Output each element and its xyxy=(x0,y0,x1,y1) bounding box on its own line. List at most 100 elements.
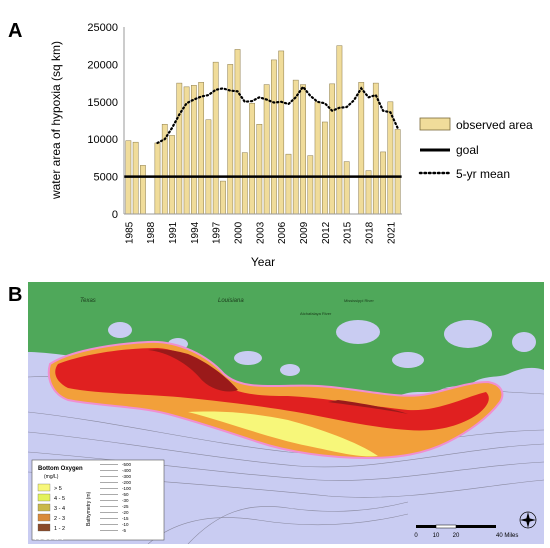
x-tick-label: 2006 xyxy=(277,221,288,244)
legend-oxygen-units: (mg/L) xyxy=(44,474,59,480)
x-tick-label: 1997 xyxy=(212,221,223,244)
bar-1999 xyxy=(227,64,234,215)
bar-1991 xyxy=(169,135,175,215)
five-yr-mean-line xyxy=(156,85,399,145)
x-tick-label: 1988 xyxy=(146,221,157,244)
map-scale-bar: 0 10 20 40 Miles xyxy=(414,524,518,539)
oxygen-swatch xyxy=(37,483,51,492)
hypoxia-zone-severe xyxy=(148,349,408,414)
x-tick-label: 1991 xyxy=(168,221,179,244)
bathymetry-label: -200 xyxy=(122,480,132,485)
legend-swatch-observed xyxy=(419,117,451,131)
bathymetry-label: -10 xyxy=(122,522,129,527)
y-axis-label: water area of hypoxia (sq km) xyxy=(49,41,63,200)
bar-1994 xyxy=(190,85,197,215)
bar-2006 xyxy=(278,50,285,215)
oxygen-swatch xyxy=(37,503,51,512)
map-svg: Texas Louisiana Mississippi River Atchaf… xyxy=(28,282,544,544)
bar-1998 xyxy=(220,180,226,215)
oxygen-class-label: 3 - 4 xyxy=(54,506,65,512)
map-place-atchafalaya: Atchafalaya River xyxy=(300,311,332,316)
bar-2015 xyxy=(343,161,350,215)
bar-2001 xyxy=(241,152,248,215)
panel-a-label: A xyxy=(8,20,23,42)
x-tick-label: 2003 xyxy=(255,221,266,244)
oxygen-class-label: > 5 xyxy=(54,486,62,492)
oxygen-class-label: 4 - 5 xyxy=(54,496,65,502)
legend-bathymetry-title: Bathymetry (m) xyxy=(86,491,92,526)
scale-tick-label: 40 Miles xyxy=(496,533,518,539)
y-tick-label: 25000 xyxy=(87,22,118,34)
bar-2005 xyxy=(271,59,277,215)
coastal-lakes xyxy=(108,320,536,376)
bar-2013 xyxy=(329,83,336,215)
bar-2010 xyxy=(307,155,314,215)
bar-1989 xyxy=(154,142,161,215)
bar-2011 xyxy=(314,101,321,215)
bar-2019 xyxy=(372,82,379,215)
y-tick-label: 15000 xyxy=(87,97,118,109)
x-tick-label: 2009 xyxy=(299,221,310,244)
bar-1996 xyxy=(205,119,212,215)
legend-oxygen-title: Bottom Oxygen xyxy=(38,466,83,472)
map-place-louisiana: Louisiana xyxy=(218,298,244,304)
scale-tick-label: 20 xyxy=(453,533,460,539)
x-axis-label: Year xyxy=(251,255,275,269)
north-arrow-icon xyxy=(519,511,537,529)
bar-2012 xyxy=(321,121,328,215)
map-legend-box xyxy=(31,459,165,541)
bar-2004 xyxy=(263,84,270,215)
oxygen-class-label: 2 - 3 xyxy=(54,516,65,522)
legend-label-mean: 5-yr mean xyxy=(456,167,510,181)
hypoxia-map: Texas Louisiana Mississippi River Atchaf… xyxy=(28,282,544,544)
y-tick-label: 5000 xyxy=(94,172,118,184)
legend-label-goal: goal xyxy=(456,143,479,157)
x-tick-label: 2015 xyxy=(343,221,354,244)
bar-1986 xyxy=(132,141,139,215)
map-place-texas: Texas xyxy=(80,298,96,304)
bathymetry-label: -100 xyxy=(122,486,132,491)
low-oxygen-zone-yellow xyxy=(188,411,378,457)
x-tick-label: 2021 xyxy=(386,221,397,244)
bathymetry-label: -300 xyxy=(122,474,132,479)
bar-2014 xyxy=(336,45,343,215)
panel-b-label: B xyxy=(8,284,23,306)
hypoxia-bar-chart: 0 5000 10000 15000 20000 25000 1985 1988 1991 19… xyxy=(49,22,533,269)
bar-1992 xyxy=(176,82,183,215)
map-place-mississippi: Mississippi River xyxy=(344,298,374,303)
bathymetry-label: -20 xyxy=(122,510,129,515)
bar-2007 xyxy=(285,153,292,215)
bar-2022 xyxy=(394,129,401,215)
bathymetry-label: -5 xyxy=(122,528,126,533)
bar-1987 xyxy=(140,165,146,215)
bar-1995 xyxy=(198,82,205,215)
land-coast xyxy=(28,282,544,404)
bar-2017 xyxy=(358,82,365,215)
bathymetry-label: -500 xyxy=(122,462,132,467)
chart-legend: observed area goal 5-yr mean xyxy=(418,117,533,181)
bar-1997 xyxy=(212,61,219,215)
hypoxia-zone-core xyxy=(55,348,489,431)
scale-tick-label: 10 xyxy=(433,533,440,539)
oxygen-swatch xyxy=(37,523,51,532)
y-tick-label: 10000 xyxy=(87,134,118,146)
x-tick-label: 2000 xyxy=(234,221,245,244)
scale-tick-label: 0 xyxy=(414,533,418,539)
x-tick-label: 2018 xyxy=(365,221,376,244)
oxygen-swatch xyxy=(37,513,51,522)
bar-2021 xyxy=(387,101,394,215)
bar-2002 xyxy=(249,103,255,215)
bar-2009 xyxy=(300,84,306,215)
bar-2000 xyxy=(234,49,241,215)
legend-label-observed: observed area xyxy=(456,118,533,132)
y-tick-label: 0 xyxy=(112,209,118,221)
oxygen-swatch xyxy=(37,493,51,502)
bathymetry-label: -15 xyxy=(122,516,129,521)
bathymetry-label: -50 xyxy=(122,492,129,497)
y-tick-label: 20000 xyxy=(87,59,118,71)
bathymetry-label: -400 xyxy=(122,468,132,473)
bathymetry-label: -30 xyxy=(122,498,129,503)
oxygen-class-label: 1 - 2 xyxy=(54,526,65,532)
x-tick-label: 1985 xyxy=(124,221,135,244)
x-tick-label: 1994 xyxy=(190,221,201,244)
